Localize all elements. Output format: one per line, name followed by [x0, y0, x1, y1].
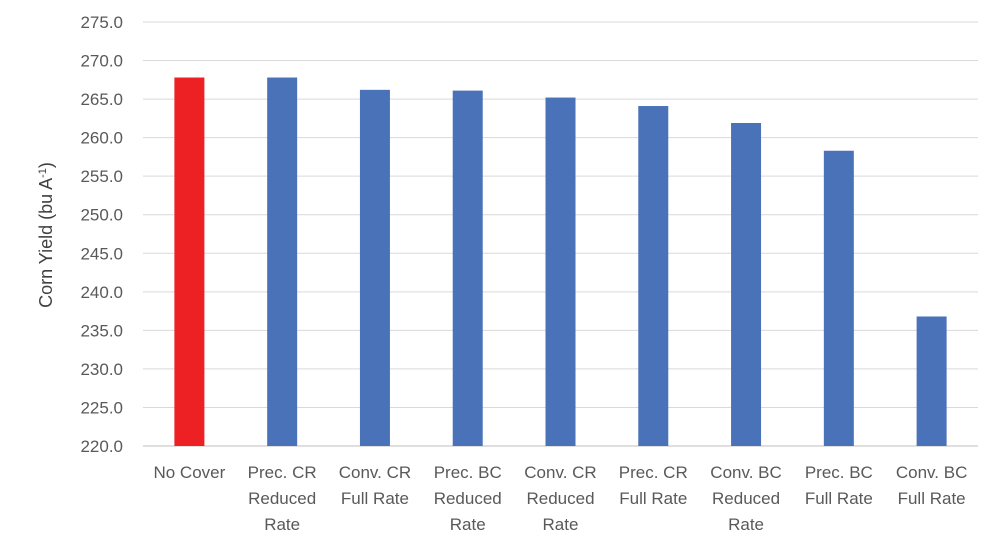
x-category-label-line: Prec. CR: [619, 463, 688, 482]
x-category-label-line: Reduced: [434, 489, 502, 508]
y-tick-labels: 220.0 225.0 230.0 235.0 240.0 245.0 250.0 255.0…: [80, 13, 123, 456]
x-category-label-line: Rate: [450, 515, 486, 534]
x-category-label-line: Full Rate: [619, 489, 687, 508]
x-category-label-line: Reduced: [526, 489, 594, 508]
x-category-label-line: Prec. BC: [434, 463, 502, 482]
bar: [638, 106, 669, 447]
x-category-label-line: Conv. CR: [524, 463, 596, 482]
y-axis-title-main: Corn Yield (bu A: [36, 178, 56, 308]
x-category-label-line: Conv. BC: [710, 463, 782, 482]
x-category-label-line: Full Rate: [898, 489, 966, 508]
y-tick-label: 230.0: [80, 360, 123, 379]
x-category-label-line: Prec. BC: [805, 463, 873, 482]
x-category-label: Conv. CR Full Rate: [339, 463, 411, 508]
x-category-label: Prec. BC Reduced Rate: [434, 463, 502, 534]
x-category-label-line: Conv. CR: [339, 463, 411, 482]
bar: [731, 122, 762, 447]
y-tick-label: 250.0: [80, 206, 123, 225]
x-category-label: Conv. BC Full Rate: [896, 463, 968, 508]
x-category-label: Prec. CR Full Rate: [619, 463, 688, 508]
y-tick-label: 260.0: [80, 129, 123, 148]
bar: [916, 316, 947, 446]
bar: [452, 90, 483, 447]
y-axis-title-sup: -1: [37, 168, 49, 178]
x-category-label-line: Reduced: [712, 489, 780, 508]
bar: [267, 77, 298, 446]
y-tick-label: 265.0: [80, 90, 123, 109]
x-category-label-line: Rate: [264, 515, 300, 534]
x-category-label: No Cover: [153, 463, 225, 482]
x-category-label-line: No Cover: [153, 463, 225, 482]
x-category-label-line: Rate: [728, 515, 764, 534]
y-tick-label: 275.0: [80, 13, 123, 32]
y-tick-label: 220.0: [80, 437, 123, 456]
y-tick-label: 240.0: [80, 283, 123, 302]
x-category-labels: No Cover Prec. CR Reduced Rate Conv. CR Full …: [153, 463, 967, 534]
x-category-label-line: Rate: [543, 515, 579, 534]
x-category-label: Prec. BC Full Rate: [805, 463, 873, 508]
x-category-label-line: Full Rate: [341, 489, 409, 508]
y-tick-label: 225.0: [80, 398, 123, 417]
bars: [174, 77, 947, 447]
x-category-label-line: Reduced: [248, 489, 316, 508]
bar: [823, 150, 854, 446]
bar: [545, 97, 576, 447]
x-category-label: Conv. BC Reduced Rate: [710, 463, 782, 534]
x-category-label: Prec. CR Reduced Rate: [248, 463, 317, 534]
y-tick-label: 255.0: [80, 167, 123, 186]
x-category-label-line: Full Rate: [805, 489, 873, 508]
bar: [359, 89, 390, 446]
y-tick-label: 245.0: [80, 244, 123, 263]
y-tick-label: 235.0: [80, 321, 123, 340]
x-category-label-line: Conv. BC: [896, 463, 968, 482]
x-category-label: Conv. CR Reduced Rate: [524, 463, 596, 534]
bar: [174, 77, 205, 446]
y-tick-label: 270.0: [80, 52, 123, 71]
y-axis-title-suffix: ): [36, 162, 56, 168]
y-axis-title: Corn Yield (bu A-1): [36, 162, 56, 308]
x-category-label-line: Prec. CR: [248, 463, 317, 482]
